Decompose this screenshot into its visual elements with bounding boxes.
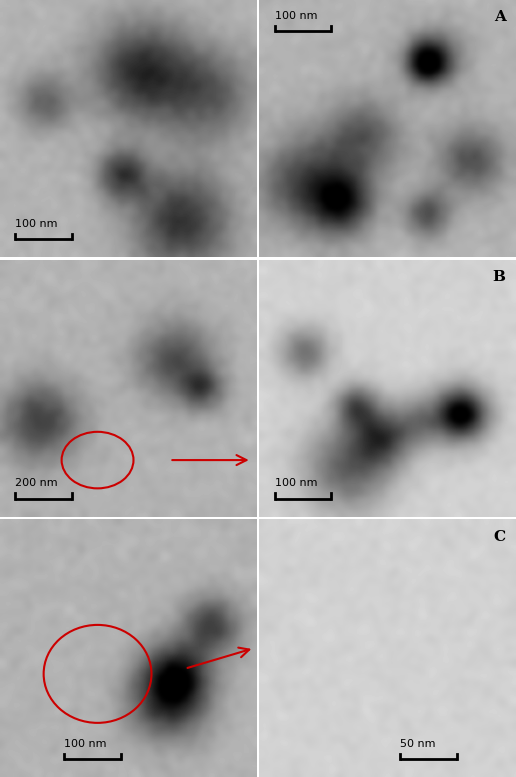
Text: 100 nm: 100 nm (64, 739, 107, 749)
Text: C: C (494, 529, 506, 544)
Text: 100 nm: 100 nm (275, 479, 317, 489)
Text: 200 nm: 200 nm (15, 479, 58, 489)
Text: B: B (493, 270, 506, 284)
Text: 50 nm: 50 nm (400, 739, 436, 749)
Text: 100 nm: 100 nm (275, 11, 317, 20)
Text: 100 nm: 100 nm (15, 219, 58, 228)
Text: A: A (494, 10, 506, 24)
